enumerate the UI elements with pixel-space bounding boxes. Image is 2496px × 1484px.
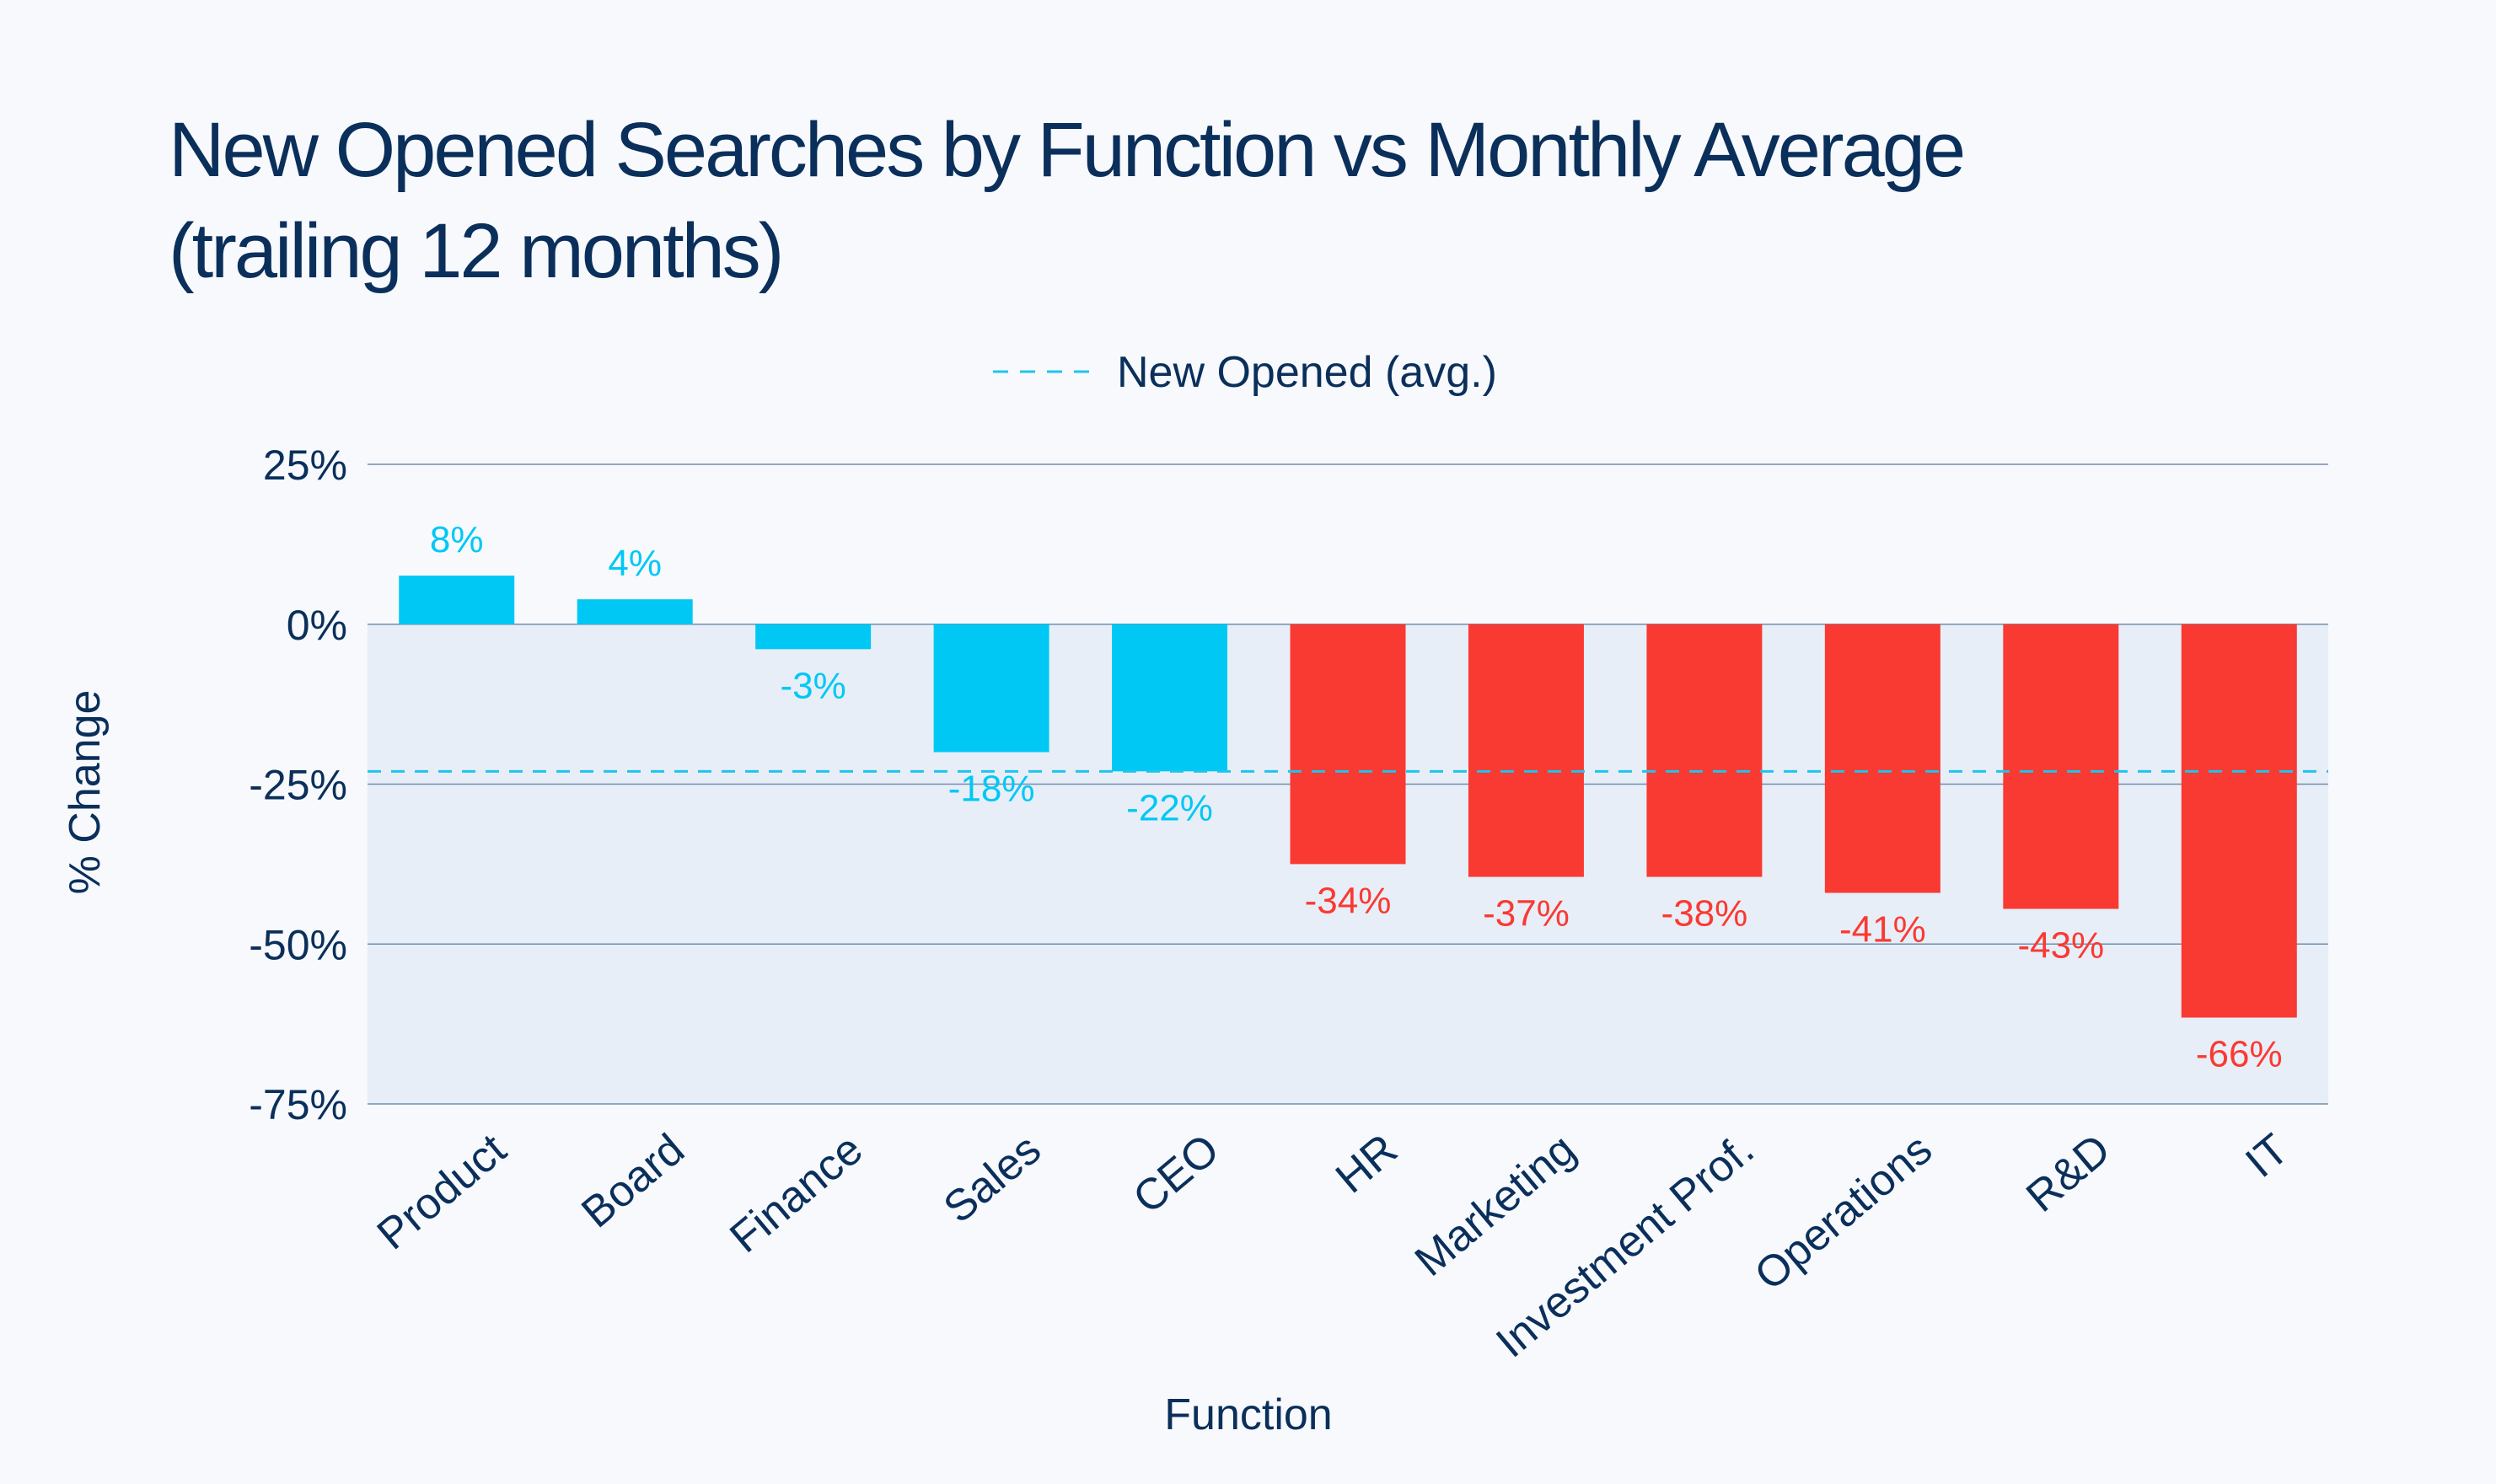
gridlines [368,463,2328,1105]
x-tick-label: CEO [1125,1125,1229,1224]
bar-value-label: -41% [1839,909,1926,951]
bar-value-label: -22% [1126,787,1213,828]
legend: New Opened (avg.) [993,348,1497,397]
y-axis-ticks: 25% 0% -25% -50% -75% [249,442,347,1128]
bar-value-label: 8% [430,519,484,560]
bars [399,576,2297,1018]
bar [399,576,515,624]
x-tick-label: Finance [721,1125,872,1262]
bar [755,624,872,650]
bar-value-label: -34% [1305,880,1392,921]
x-tick-label: IT [2236,1125,2298,1187]
bar [1468,624,1584,877]
bar-value-label: -18% [948,769,1035,810]
y-tick-label: 25% [263,442,347,489]
bar-value-label: -37% [1483,893,1570,935]
value-labels: 8% 4% -3% -18% -22% -34% -37% -38% -41% -43% -66% [430,519,2283,1074]
bar [2003,624,2119,909]
bar-value-label: -43% [2017,925,2104,967]
x-tick-label: Board [572,1125,694,1238]
bar-value-label: -66% [2196,1034,2283,1075]
bar [577,599,693,624]
x-tick-label: Operations [1746,1125,1941,1300]
bar [933,624,1049,753]
x-tick-label: Marketing [1406,1125,1585,1286]
x-tick-label: HR [1327,1125,1407,1203]
x-tick-label: Product [368,1124,516,1259]
y-tick-label: -75% [249,1081,347,1128]
bar [2181,624,2297,1018]
y-tick-label: 0% [287,602,347,649]
x-tick-label: R&D [2017,1125,2119,1222]
y-tick-label: -25% [249,762,347,809]
bar [1112,624,1228,772]
chart-title-line-1: New Opened Searches by Function vs Month… [169,107,1966,193]
chart-title: New Opened Searches by Function vs Month… [169,99,2276,302]
x-axis-ticks: Product Board Finance Sales CEO HR MarketingIn… [368,1124,2298,1367]
x-axis-title: Function [1164,1390,1332,1439]
bar [1646,624,1763,877]
x-tick-label: Sales [935,1125,1050,1233]
bar [1290,624,1406,865]
bar-value-label: -3% [781,665,846,706]
bar-value-label: 4% [608,543,662,584]
chart-title-line-2: (trailing 12 months) [169,208,784,294]
y-tick-label: -50% [249,921,347,968]
bar-value-label: -38% [1661,893,1748,935]
y-axis-title: % Change [61,690,110,895]
legend-label: New Opened (avg.) [1117,348,1497,397]
bar [1824,624,1940,893]
